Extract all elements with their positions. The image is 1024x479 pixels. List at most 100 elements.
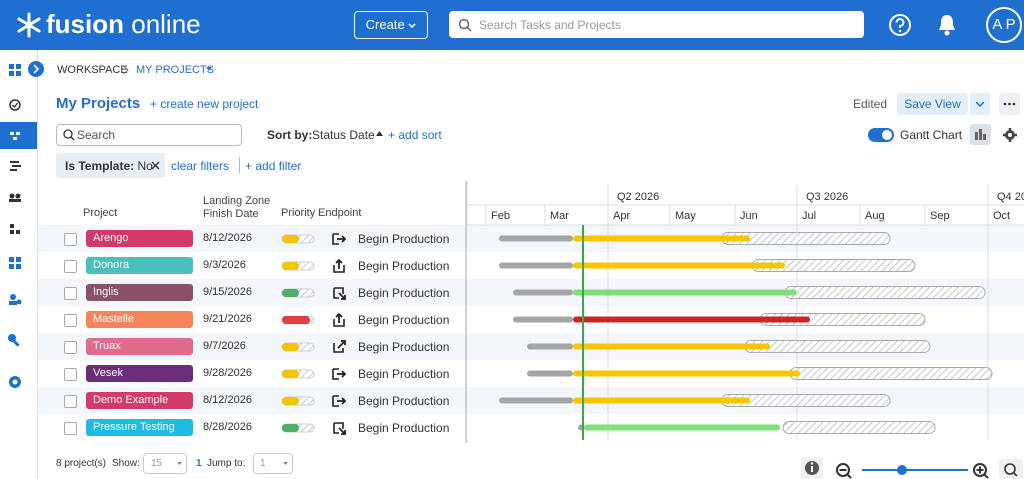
row-checkbox[interactable] bbox=[64, 421, 77, 435]
column-header[interactable]: Priority bbox=[281, 207, 316, 219]
endpoint: Begin Production bbox=[358, 393, 450, 408]
gantt-toggle[interactable] bbox=[868, 128, 894, 142]
project-name[interactable]: Vesek bbox=[86, 365, 193, 382]
search-placeholder: Search bbox=[77, 128, 116, 142]
row-checkbox[interactable] bbox=[64, 313, 77, 327]
gantt-chart: Q2 2026 Q3 2026 Q4 20 Feb Mar Apr May Jun Jul Aug… bbox=[465, 181, 1024, 443]
help-icon[interactable] bbox=[888, 13, 912, 37]
gantt-toggle-label: Gantt Chart bbox=[900, 128, 963, 142]
endpoint-icon bbox=[332, 367, 346, 380]
project-name[interactable]: Demo Example bbox=[86, 392, 193, 409]
progress-bar bbox=[573, 316, 810, 323]
month-label: Oct bbox=[993, 210, 1010, 222]
page-size-select[interactable]: 15 bbox=[143, 453, 187, 474]
gantt-rows bbox=[467, 225, 1024, 441]
progress-bar bbox=[573, 343, 770, 350]
more-button[interactable] bbox=[999, 93, 1020, 115]
finish-date: 8/28/2026 bbox=[203, 420, 252, 433]
finish-date: 8/12/2026 bbox=[203, 393, 252, 406]
row-checkbox[interactable] bbox=[64, 394, 77, 408]
project-name[interactable]: Mastelle bbox=[86, 311, 193, 328]
filter-chip[interactable]: Is Template: No bbox=[56, 153, 165, 178]
endpoint: Begin Production bbox=[358, 339, 450, 354]
column-header[interactable]: Project bbox=[83, 207, 118, 219]
row-checkbox[interactable] bbox=[64, 367, 77, 381]
priority-indicator bbox=[281, 234, 315, 243]
logo: fusion online bbox=[46, 9, 201, 40]
sort-field[interactable]: Status Date bbox=[312, 128, 375, 142]
create-project-link[interactable]: + create new project bbox=[150, 97, 259, 111]
quarter-label: Q3 2026 bbox=[806, 191, 848, 203]
endpoint: Begin Production bbox=[358, 420, 450, 435]
global-search[interactable]: Search Tasks and Projects bbox=[449, 11, 864, 38]
endpoint-icon bbox=[333, 286, 346, 300]
month-label: Feb bbox=[491, 210, 510, 222]
breadcrumb-caret[interactable] bbox=[206, 67, 212, 72]
planned-bar bbox=[784, 286, 986, 299]
row-checkbox[interactable] bbox=[64, 232, 77, 246]
endpoint: Begin Production bbox=[358, 312, 450, 327]
priority-indicator bbox=[281, 261, 315, 270]
month-label: Jun bbox=[740, 210, 758, 222]
progress-bar bbox=[573, 289, 797, 296]
save-view-button[interactable]: Save View bbox=[897, 93, 968, 115]
settings-button[interactable] bbox=[1002, 127, 1018, 143]
priority-indicator bbox=[281, 396, 315, 405]
progress-bar bbox=[584, 424, 780, 431]
clear-filters-link[interactable]: clear filters bbox=[171, 159, 230, 173]
priority-indicator bbox=[281, 315, 315, 324]
breadcrumb-item[interactable]: WORKSPACE bbox=[57, 64, 128, 76]
notifications-icon[interactable] bbox=[936, 12, 958, 38]
row-checkbox[interactable] bbox=[64, 259, 77, 273]
filter-key: Is Template: bbox=[65, 159, 135, 173]
sidebar-icons[interactable] bbox=[0, 50, 46, 400]
endpoint-icon bbox=[333, 339, 346, 353]
project-name[interactable]: Truax bbox=[86, 338, 193, 355]
finish-date: 9/28/2026 bbox=[203, 366, 252, 379]
add-filter-link[interactable]: + add filter bbox=[245, 159, 302, 173]
page-size-label: Show: bbox=[112, 458, 140, 469]
progress-bar bbox=[573, 370, 800, 377]
jump-value: 1 bbox=[260, 458, 266, 469]
project-count: 8 project(s) bbox=[56, 458, 107, 469]
logo-main: fusion bbox=[46, 9, 124, 39]
endpoint: Begin Production bbox=[358, 231, 450, 246]
row-checkbox[interactable] bbox=[64, 286, 77, 300]
page-size-value: 15 bbox=[151, 458, 163, 469]
month-label: May bbox=[675, 210, 696, 222]
elapsed-bar bbox=[499, 262, 573, 269]
project-name[interactable]: Arengo bbox=[86, 230, 193, 247]
logo-sub: online bbox=[131, 9, 201, 39]
jump-select[interactable]: 1 bbox=[253, 453, 293, 474]
elapsed-bar bbox=[499, 235, 573, 242]
avatar[interactable]: A P bbox=[986, 7, 1022, 43]
create-button[interactable]: Create bbox=[354, 11, 428, 39]
progress-bar bbox=[573, 262, 785, 269]
add-sort-link[interactable]: + add sort bbox=[388, 128, 442, 142]
search-placeholder: Search Tasks and Projects bbox=[479, 18, 621, 32]
column-header[interactable]: Landing Zone Finish Date bbox=[203, 195, 271, 220]
project-name[interactable]: Inglis bbox=[86, 284, 193, 301]
zoom-controls[interactable] bbox=[800, 456, 1024, 479]
project-name[interactable]: Pressure Testing E... bbox=[86, 419, 193, 436]
sort-direction[interactable] bbox=[376, 131, 383, 137]
remove-filter[interactable] bbox=[151, 161, 160, 170]
endpoint-icon bbox=[333, 312, 345, 327]
endpoint: Begin Production bbox=[358, 366, 450, 381]
project-name[interactable]: Donora bbox=[86, 257, 193, 274]
view-status: Edited bbox=[853, 97, 888, 111]
page-number[interactable]: 1 bbox=[196, 458, 202, 469]
breadcrumb-item[interactable]: MY PROJECTS bbox=[136, 64, 215, 76]
row-checkbox[interactable] bbox=[64, 340, 77, 354]
create-label: Create bbox=[365, 17, 405, 32]
endpoint-icon bbox=[332, 394, 346, 407]
save-view-dropdown[interactable] bbox=[970, 93, 990, 115]
project-search[interactable]: Search bbox=[56, 124, 242, 146]
priority-indicator bbox=[281, 369, 315, 378]
month-label: Apr bbox=[613, 210, 630, 222]
elapsed-bar bbox=[527, 370, 573, 377]
sort-label: Sort by: bbox=[267, 128, 313, 142]
sidebar-active bbox=[0, 122, 37, 149]
column-header[interactable]: Endpoint bbox=[318, 207, 362, 219]
chart-view-button[interactable] bbox=[970, 124, 991, 145]
